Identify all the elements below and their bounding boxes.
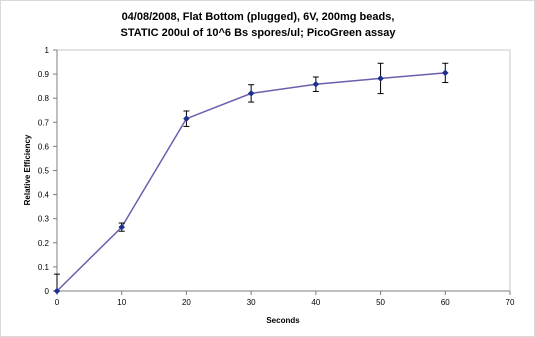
x-tick-label: 30 xyxy=(247,298,256,307)
data-point xyxy=(118,223,126,231)
y-axis-title: Relative Efficiency xyxy=(23,134,32,205)
y-tick-label: 0.8 xyxy=(38,94,50,103)
y-tick-label: 0.9 xyxy=(38,70,50,79)
data-point xyxy=(441,69,449,77)
x-tick-label: 70 xyxy=(506,298,515,307)
data-point xyxy=(247,90,255,97)
x-tick-label: 10 xyxy=(117,298,126,307)
series-layer xyxy=(53,62,449,295)
y-tick-label: 0.6 xyxy=(38,142,50,151)
y-tick-label: 0.5 xyxy=(38,167,50,176)
x-axis-title: Seconds xyxy=(266,316,300,325)
x-tick-label: 20 xyxy=(182,298,191,307)
y-tick-label: 0.3 xyxy=(38,215,50,224)
y-tick-label: 0 xyxy=(45,287,50,296)
x-tick-label: 0 xyxy=(55,298,60,307)
plot-area xyxy=(56,49,511,292)
x-tick-label: 60 xyxy=(441,298,450,307)
data-point xyxy=(53,287,61,295)
y-tick-label: 0.4 xyxy=(38,191,50,200)
y-tick-label: 0.1 xyxy=(38,263,50,272)
x-tick-label: 40 xyxy=(311,298,320,307)
chart-title-line-2: STATIC 200ul of 10^6 Bs spores/ul; PicoG… xyxy=(120,27,396,39)
data-point xyxy=(183,115,190,123)
y-tick-label: 1 xyxy=(45,46,50,55)
chart-title-line-1: 04/08/2008, Flat Bottom (plugged), 6V, 2… xyxy=(122,11,395,23)
y-tick-label: 0.7 xyxy=(38,118,50,127)
x-tick-label: 50 xyxy=(376,298,385,307)
data-point xyxy=(377,75,384,82)
x-axis-ticks: 0 10 20 30 40 50 60 70 xyxy=(55,291,515,307)
data-point xyxy=(312,80,320,88)
y-tick-label: 0.2 xyxy=(38,239,50,248)
y-axis-ticks: 0 0.1 0.2 0.3 0.4 0.5 0.6 0.7 0.8 0.9 1 xyxy=(38,46,57,296)
